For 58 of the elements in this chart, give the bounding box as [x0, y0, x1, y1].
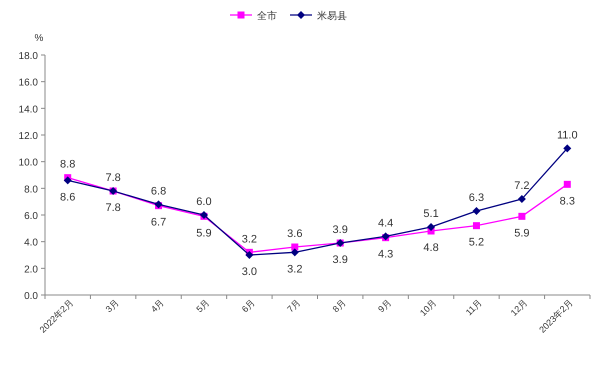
y-tick-label: 4.0	[24, 238, 38, 249]
y-tick-label: 6.0	[24, 211, 38, 222]
data-label: 6.3	[468, 192, 484, 204]
point	[290, 248, 299, 256]
data-label: 6.7	[150, 216, 166, 229]
y-tick-label: 16.0	[18, 78, 38, 89]
point	[564, 180, 571, 188]
x-tick-label: 3月	[104, 297, 121, 314]
data-label: 3.2	[242, 233, 258, 246]
data-label: 3.9	[332, 254, 348, 266]
data-label: 6.0	[196, 196, 212, 208]
point	[563, 144, 572, 152]
point	[518, 195, 526, 203]
data-label: 11.0	[556, 129, 578, 142]
data-label: 7.8	[105, 172, 121, 184]
x-tick-label: 4月	[148, 297, 166, 314]
x-tick-label: 6月	[240, 297, 257, 314]
point	[427, 223, 436, 231]
x-tick-label: 11月	[464, 297, 484, 318]
data-label: 8.8	[60, 158, 76, 171]
x-tick-label: 9月	[376, 297, 394, 314]
legend-label: 米易县	[317, 10, 347, 22]
y-tick-label: 18.0	[18, 51, 38, 62]
data-label: 3.0	[242, 266, 258, 278]
point	[64, 176, 72, 184]
point	[245, 251, 254, 259]
y-axis-title: %	[34, 33, 44, 44]
data-label: 3.6	[287, 228, 302, 240]
data-label: 5.1	[423, 208, 439, 220]
point	[472, 222, 480, 230]
data-label: 4.3	[378, 248, 394, 261]
data-label: 6.8	[150, 185, 166, 198]
x-tick-label: 8月	[330, 297, 348, 314]
x-tick-label: 7月	[285, 297, 302, 314]
point	[472, 207, 480, 215]
data-label: 3.9	[332, 224, 348, 236]
data-label: 8.6	[60, 191, 76, 204]
y-tick-label: 8.0	[24, 184, 38, 196]
x-tick-label: 10月	[418, 297, 438, 318]
point	[518, 212, 526, 220]
y-tick-label: 14.0	[18, 104, 38, 116]
data-label: 5.9	[514, 227, 530, 240]
y-tick-label: 0.0	[24, 291, 38, 302]
point	[291, 244, 298, 250]
data-label: 3.2	[287, 263, 302, 276]
data-label: 7.2	[514, 180, 530, 192]
y-tick-label: 12.0	[18, 131, 38, 142]
legend-label: 全市	[257, 10, 277, 22]
data-label: 4.4	[378, 217, 394, 230]
y-tick-label: 10.0	[18, 158, 38, 169]
data-label: 5.2	[468, 236, 484, 249]
y-tick-label: 2.0	[24, 264, 38, 276]
data-label: 5.9	[196, 227, 212, 240]
data-label: 4.8	[423, 242, 439, 254]
x-tick-label: 12月	[508, 297, 530, 318]
x-tick-label: 5月	[194, 297, 212, 314]
data-label: 8.3	[560, 195, 575, 208]
data-label: 7.8	[105, 202, 121, 214]
